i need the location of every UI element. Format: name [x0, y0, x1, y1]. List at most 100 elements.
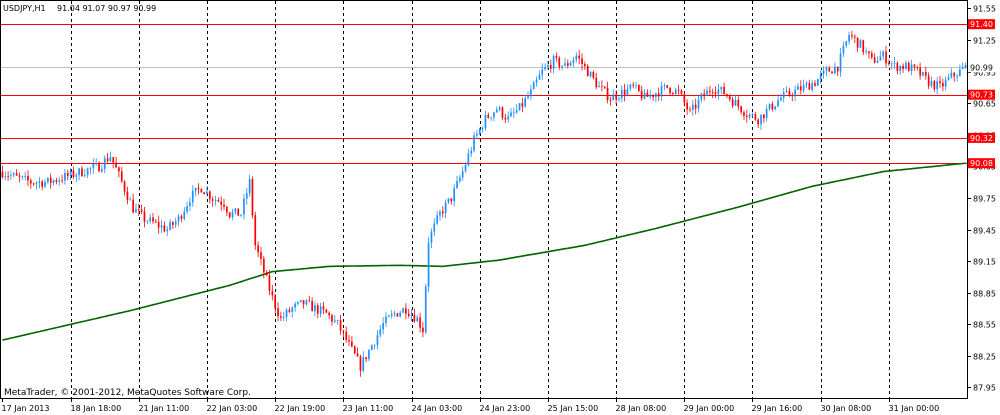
candle-body [865, 51, 867, 53]
candle-body [319, 306, 322, 314]
candle-body [953, 72, 956, 77]
candle-body [118, 167, 120, 172]
candle-body [194, 187, 197, 191]
candle-body [328, 312, 330, 316]
time-tick-label: 22 Jan 19:00 [275, 404, 326, 413]
candle-body [160, 225, 163, 228]
candle-body [112, 157, 115, 163]
candle-body [819, 74, 822, 80]
candle-body [339, 320, 342, 331]
candle-body [316, 305, 319, 314]
candle-body [120, 171, 123, 182]
candle-body [10, 175, 12, 176]
candle-body [103, 158, 106, 169]
candle-body [541, 69, 544, 75]
price-tick-label: 90.95 [973, 69, 996, 78]
candle-body [52, 180, 55, 183]
price-label-text: 91.40 [970, 20, 993, 29]
candle-body [237, 208, 240, 216]
candle-body [353, 346, 356, 354]
candle-body [439, 211, 441, 216]
candle-body [780, 97, 782, 101]
candle-body [214, 200, 217, 201]
price-tick-label: 91.55 [973, 5, 996, 14]
chart-header: USDJPY,H1 91.04 91.07 90.97 90.99 [3, 4, 156, 13]
candle-body [140, 209, 143, 212]
candle-body [913, 64, 916, 67]
candle-body [944, 79, 947, 87]
candle-body [385, 316, 387, 324]
candle-body [132, 199, 134, 213]
candle-body [424, 286, 427, 333]
price-label-box [968, 89, 995, 100]
candle-body [802, 84, 805, 91]
candle-body [271, 290, 274, 296]
candle-body [4, 176, 7, 177]
candle-body [211, 199, 214, 201]
candle-body [461, 171, 464, 178]
candle-body [32, 183, 35, 185]
candle-body [743, 112, 745, 116]
candle-body [495, 109, 498, 113]
candle-body [365, 357, 367, 359]
candle-body [905, 62, 907, 69]
candle-body [805, 83, 808, 85]
candle-body [649, 94, 652, 97]
candle-body [47, 177, 49, 182]
candle-body [336, 320, 339, 321]
price-tick-label: 90.65 [973, 100, 996, 109]
price-label-box [968, 19, 995, 30]
candle-body [527, 96, 529, 99]
candle-body [788, 90, 791, 96]
candle-body [331, 315, 333, 322]
candle-body [751, 114, 754, 115]
candle-body [836, 66, 839, 72]
candle-body [811, 83, 813, 90]
candle-body [314, 305, 316, 312]
candle-body [206, 191, 208, 195]
candle-body [234, 208, 237, 213]
candle-body [947, 77, 950, 80]
candle-body [572, 59, 575, 63]
price-label-box [968, 132, 995, 143]
candle-body [720, 86, 723, 90]
candle-body [612, 94, 615, 101]
candle-body [782, 92, 785, 98]
candle-body [12, 173, 15, 176]
candle-body [581, 58, 583, 64]
candle-body [959, 69, 961, 77]
candle-body [38, 181, 41, 183]
candle-body [785, 90, 788, 93]
candle-body [711, 92, 714, 93]
candle-body [308, 300, 311, 302]
candle-body [697, 99, 700, 109]
candle-body [493, 112, 495, 118]
candle-body [606, 87, 609, 101]
candle-body [640, 90, 643, 99]
candle-body [348, 340, 350, 342]
candle-body [723, 86, 725, 95]
candle-body [862, 40, 865, 53]
candle-body [72, 170, 75, 177]
candle-body [885, 51, 887, 64]
candle-body [549, 64, 552, 69]
candle-body [930, 80, 933, 87]
candle-body [282, 317, 285, 318]
candle-body [777, 100, 779, 107]
candle-body [288, 309, 291, 312]
candle-body [305, 300, 308, 305]
candle-body [746, 115, 748, 117]
candle-body [831, 71, 833, 74]
candle-body [243, 198, 245, 215]
candle-body [129, 199, 132, 201]
candle-body [15, 173, 18, 176]
candle-body [726, 94, 728, 97]
candle-body [18, 175, 21, 177]
candle-body [436, 215, 438, 224]
candle-body [251, 179, 254, 216]
candle-body [362, 357, 365, 371]
candle-body [84, 175, 86, 177]
price-label-text: 90.08 [970, 159, 993, 168]
candle-body [760, 114, 762, 125]
